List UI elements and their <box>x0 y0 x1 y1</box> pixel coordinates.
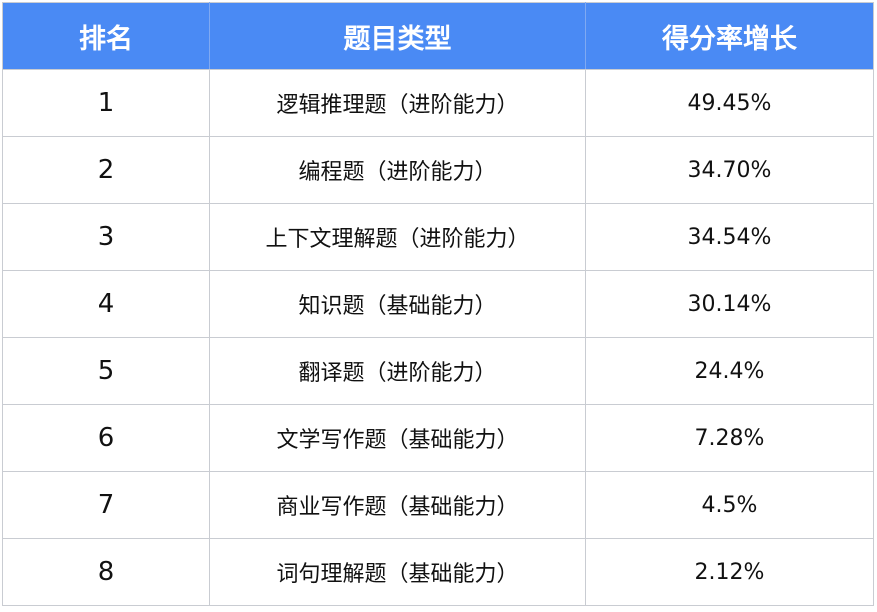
question-type-cell: 逻辑推理题（进阶能力） <box>209 69 586 137</box>
question-type-cell: 文学写作题（基础能力） <box>209 404 586 472</box>
score-growth-cell: 4.5% <box>585 471 874 539</box>
rank-cell: 1 <box>2 69 210 137</box>
header-score-growth: 得分率增长 <box>585 2 874 70</box>
score-growth-cell: 30.14% <box>585 270 874 338</box>
table-header-row: 排名 题目类型 得分率增长 <box>2 2 874 70</box>
score-growth-cell: 34.54% <box>585 203 874 271</box>
question-type-cell: 词句理解题（基础能力） <box>209 538 586 606</box>
question-type-cell: 翻译题（进阶能力） <box>209 337 586 405</box>
rank-cell: 8 <box>2 538 210 606</box>
table-row: 3 上下文理解题（进阶能力） 34.54% <box>2 203 874 271</box>
score-growth-cell: 7.28% <box>585 404 874 472</box>
table-row: 4 知识题（基础能力） 30.14% <box>2 270 874 338</box>
question-type-cell: 编程题（进阶能力） <box>209 136 586 204</box>
score-growth-cell: 2.12% <box>585 538 874 606</box>
rank-cell: 7 <box>2 471 210 539</box>
question-type-cell: 知识题（基础能力） <box>209 270 586 338</box>
table-row: 6 文学写作题（基础能力） 7.28% <box>2 404 874 472</box>
rank-cell: 3 <box>2 203 210 271</box>
score-growth-cell: 49.45% <box>585 69 874 137</box>
rank-cell: 6 <box>2 404 210 472</box>
table-row: 5 翻译题（进阶能力） 24.4% <box>2 337 874 405</box>
rank-cell: 5 <box>2 337 210 405</box>
question-type-cell: 商业写作题（基础能力） <box>209 471 586 539</box>
header-rank: 排名 <box>2 2 210 70</box>
table-row: 7 商业写作题（基础能力） 4.5% <box>2 471 874 539</box>
rank-cell: 2 <box>2 136 210 204</box>
header-question-type: 题目类型 <box>209 2 586 70</box>
rank-cell: 4 <box>2 270 210 338</box>
score-growth-cell: 24.4% <box>585 337 874 405</box>
score-growth-cell: 34.70% <box>585 136 874 204</box>
question-type-cell: 上下文理解题（进阶能力） <box>209 203 586 271</box>
table-row: 1 逻辑推理题（进阶能力） 49.45% <box>2 69 874 137</box>
table-row: 8 词句理解题（基础能力） 2.12% <box>2 538 874 606</box>
table-row: 2 编程题（进阶能力） 34.70% <box>2 136 874 204</box>
